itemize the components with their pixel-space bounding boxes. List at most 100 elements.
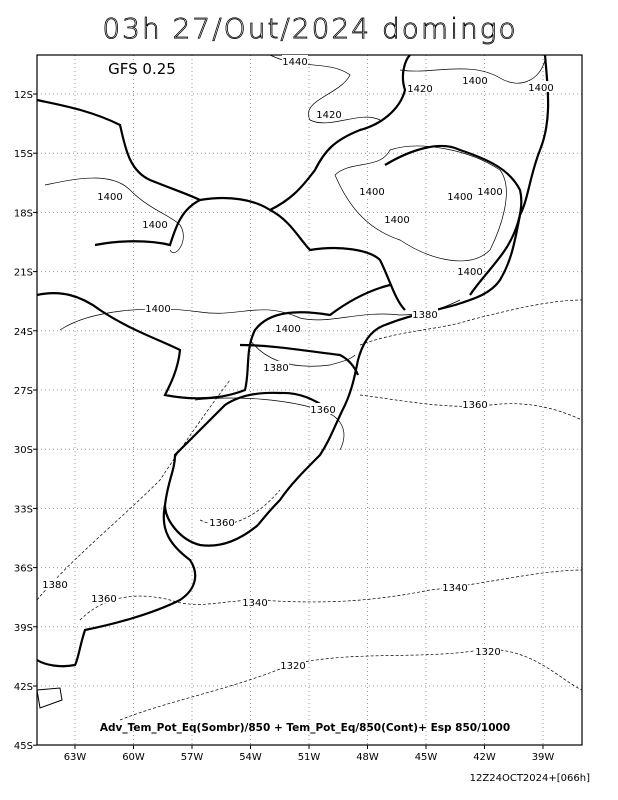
contour-label: 1400: [477, 187, 502, 198]
label-bg: [407, 82, 433, 93]
label-bg: [442, 581, 468, 592]
contour: [79, 569, 583, 621]
label-bg: [282, 55, 308, 66]
lat-label: 12S: [14, 90, 33, 101]
contour: [119, 649, 583, 721]
contour-label: 1400: [528, 83, 553, 94]
label-bg: [310, 403, 336, 414]
lat-label: 36S: [14, 564, 33, 575]
lon-label: 48W: [356, 752, 379, 763]
lat-label: 42S: [14, 682, 33, 693]
contour-label: 1400: [447, 192, 472, 203]
lon-label: 45W: [415, 752, 438, 763]
contour: [359, 394, 583, 421]
lon-label: 39W: [532, 752, 555, 763]
contour-label: 1360: [209, 518, 234, 529]
contour: [359, 299, 583, 346]
border: [36, 98, 201, 201]
label-bg: [263, 361, 289, 372]
lon-label: 60W: [122, 752, 145, 763]
lat-label: 27S: [14, 386, 33, 397]
lon-label: 54W: [239, 752, 262, 763]
label-bg: [457, 265, 483, 276]
border: [239, 343, 360, 376]
coastline: [257, 54, 550, 526]
contour-label: 1340: [242, 598, 267, 609]
contour: [269, 54, 381, 124]
contour-label: 1400: [359, 187, 384, 198]
border: [94, 54, 411, 247]
contour-label: 1340: [442, 583, 467, 594]
contour-label: 1380: [263, 363, 288, 374]
label-bg: [142, 218, 168, 229]
contour-label: 1360: [462, 400, 487, 411]
border: [384, 144, 523, 296]
contour-label: 1400: [97, 192, 122, 203]
contour: [334, 145, 507, 262]
label-bg: [475, 645, 501, 656]
contour-label: 1320: [475, 647, 500, 658]
contour-label: 1400: [275, 324, 300, 335]
label-bg: [97, 190, 123, 201]
contour-label: 1380: [42, 580, 67, 591]
lat-label: 45S: [14, 741, 33, 752]
lat-label: 39S: [14, 623, 33, 634]
model-label: GFS 0.25: [108, 60, 176, 78]
label-bg: [91, 592, 117, 603]
lat-label: 15S: [14, 149, 33, 160]
contour-label: 1380: [412, 310, 437, 321]
island: [36, 687, 63, 709]
label-bg: [462, 398, 488, 409]
contour-label: 1360: [91, 594, 116, 605]
lat-label: 18S: [14, 208, 33, 219]
label-bg: [316, 108, 342, 119]
lat-label: 33S: [14, 504, 33, 515]
label-bg: [412, 308, 438, 319]
title: 03h 27/Out/2024 domingo: [102, 12, 517, 45]
contour-label: 1400: [384, 215, 409, 226]
caption: Adv_Tem_Pot_Eq(Sombr)/850 + Tem_Pot_Eq/8…: [100, 722, 510, 734]
grid: [37, 55, 582, 745]
contour-label: 1420: [316, 110, 341, 121]
label-bg: [42, 578, 68, 589]
borders: [36, 54, 550, 709]
label-bg: [275, 322, 301, 333]
label-bg: [280, 659, 306, 670]
label-bg: [384, 213, 410, 224]
contour-label: 1440: [282, 57, 307, 68]
lat-label: 24S: [14, 327, 33, 338]
label-bg: [242, 596, 268, 607]
contour-label: 1400: [145, 304, 170, 315]
label-bg: [477, 185, 503, 196]
contour-label: 1400: [462, 76, 487, 87]
lon-label: 57W: [181, 752, 204, 763]
footer: 12Z24OCT2024+[066h]: [470, 773, 590, 784]
border: [36, 504, 197, 668]
contour: [199, 489, 281, 525]
border: [269, 209, 406, 311]
label-bg: [528, 81, 554, 92]
contour-label: 1400: [457, 267, 482, 278]
label-bg: [462, 74, 488, 85]
contour-label: 1360: [310, 405, 335, 416]
lon-label: 42W: [473, 752, 496, 763]
border: [36, 283, 391, 400]
contour-label: 1320: [280, 661, 305, 672]
contour: [44, 177, 184, 253]
contour-label: 1420: [407, 84, 432, 95]
lon-label: 51W: [298, 752, 321, 763]
contour-label: 1400: [142, 220, 167, 231]
contour: [249, 339, 356, 367]
label-bg: [359, 185, 385, 196]
contour: [36, 379, 231, 601]
label-bg: [447, 190, 473, 201]
lat-label: 30S: [14, 445, 33, 456]
lon-label: 63W: [64, 752, 87, 763]
lat-label: 21S: [14, 268, 33, 279]
border: [163, 391, 331, 547]
label-bg: [209, 516, 235, 527]
contour-labels: 1440 1400 1400 1420 1420 1400 1400 1400 1400 1400…: [42, 55, 554, 672]
label-bg: [145, 302, 171, 313]
contour: [399, 59, 546, 84]
